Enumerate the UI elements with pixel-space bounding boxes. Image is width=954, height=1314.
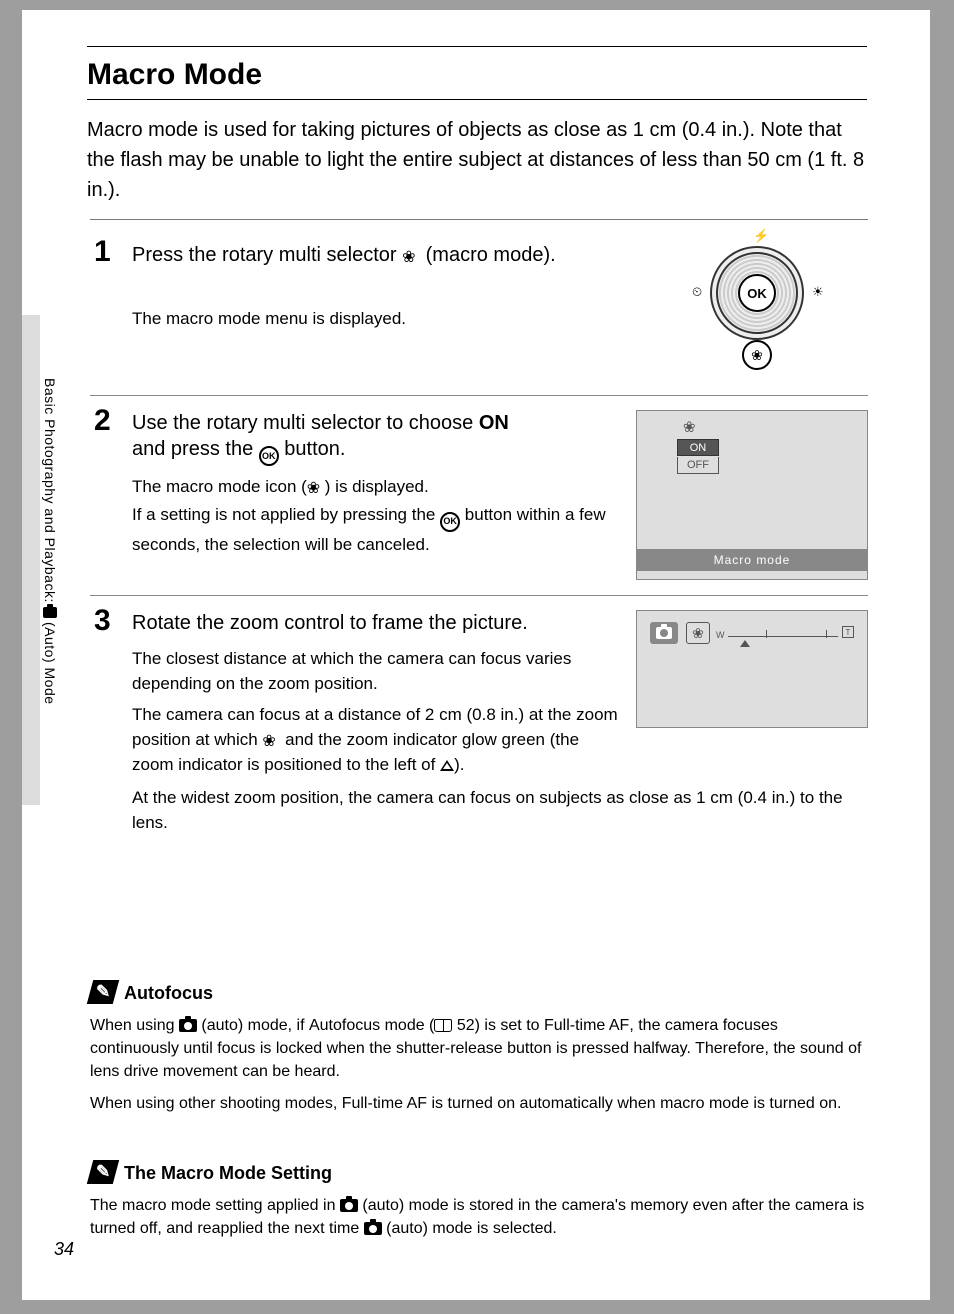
note-icon	[87, 1160, 119, 1184]
flash-icon: ⚡	[753, 228, 769, 244]
text-bold: Full-time AF	[544, 1017, 629, 1034]
step-number-2: 2	[94, 404, 111, 438]
text: The macro mode icon (	[132, 477, 307, 496]
exposure-icon: ☀	[812, 284, 824, 300]
text: 52) is set to	[452, 1017, 544, 1034]
text: The macro mode setting applied in	[90, 1197, 340, 1214]
camera-icon	[179, 1019, 197, 1032]
text: (macro mode).	[420, 244, 556, 266]
text: ) is displayed.	[325, 477, 429, 496]
note-autofocus-p2: When using other shooting modes, Full-ti…	[90, 1092, 870, 1115]
camera-mode-badge	[650, 622, 678, 644]
zoom-tick	[766, 630, 767, 638]
ok-icon: OK	[259, 446, 279, 466]
page-title: Macro Mode	[87, 58, 262, 92]
text-bold: ON	[479, 412, 509, 434]
macro-icon	[307, 479, 325, 495]
note-autofocus-p1: When using (auto) mode, if Autofocus mod…	[90, 1014, 870, 1083]
step-3-body-2: The camera can focus at a distance of 2 …	[132, 702, 622, 777]
status-bar: ❀ W T	[642, 616, 862, 642]
text: When using other shooting modes,	[90, 1095, 342, 1112]
text: (	[425, 1017, 435, 1034]
text: If a setting is not applied by pressing …	[132, 505, 440, 524]
step-3-heading: Rotate the zoom control to frame the pic…	[132, 610, 632, 636]
step-number-3: 3	[94, 604, 111, 638]
rule	[90, 219, 868, 220]
rule	[90, 595, 868, 596]
lcd-screen-mock-3: ❀ W T	[636, 610, 868, 728]
screen-footer: Macro mode	[637, 549, 867, 571]
text: (auto) mode, if	[197, 1017, 309, 1034]
zoom-tele-label: T	[842, 626, 854, 638]
text: The Macro Mode Setting	[124, 1163, 332, 1183]
zoom-wide-label: W	[716, 630, 725, 640]
text: When using	[90, 1017, 179, 1034]
page-ref-icon	[434, 1019, 452, 1032]
zoom-line	[728, 636, 838, 637]
step-3-body-1: The closest distance at which the camera…	[132, 646, 622, 696]
side-tab: Basic Photography and Playback: (Auto) M…	[40, 378, 60, 788]
camera-icon	[43, 607, 57, 618]
triangle-icon	[440, 760, 454, 771]
rule	[87, 46, 867, 47]
macro-badge: ❀	[686, 622, 710, 644]
step-3-body-3: At the widest zoom position, the camera …	[132, 785, 870, 835]
side-tab-bg	[22, 315, 40, 805]
step-number-1: 1	[94, 235, 111, 269]
note-autofocus-heading: Autofocus	[90, 980, 213, 1004]
step-2-body-2: If a setting is not applied by pressing …	[132, 502, 632, 557]
macro-icon	[262, 732, 280, 748]
text: and press the	[132, 438, 259, 460]
rule	[87, 99, 867, 100]
option-off: OFF	[677, 457, 719, 474]
macro-icon	[402, 248, 420, 264]
rule	[90, 395, 868, 396]
note-icon	[87, 980, 119, 1004]
text: is turned on automatically when macro mo…	[427, 1095, 841, 1112]
option-on: ON	[677, 439, 719, 456]
step-1-body: The macro mode menu is displayed.	[132, 306, 632, 331]
text: Press the rotary multi selector	[132, 244, 402, 266]
ok-button-icon: OK	[738, 274, 776, 312]
side-text-1: Basic Photography and Playback:	[42, 378, 58, 603]
text: button.	[279, 438, 346, 460]
text-bold: Autofocus mode	[309, 1017, 425, 1034]
text: Autofocus	[124, 983, 213, 1003]
camera-icon	[340, 1199, 358, 1212]
note-macro-setting-p1: The macro mode setting applied in (auto)…	[90, 1194, 870, 1240]
macro-icon: ❀	[683, 418, 696, 436]
step-2-body-1: The macro mode icon ( ) is displayed.	[132, 474, 632, 499]
text: Use the rotary multi selector to choose	[132, 412, 479, 434]
camera-icon	[364, 1222, 382, 1235]
page: Macro Mode Macro mode is used for taking…	[22, 10, 930, 1300]
side-text-2: (Auto) Mode	[42, 622, 58, 705]
note-macro-setting-heading: The Macro Mode Setting	[90, 1160, 332, 1184]
page-number: 34	[54, 1239, 74, 1260]
text: (auto) mode is selected.	[382, 1220, 557, 1237]
macro-icon: ❀	[742, 340, 772, 370]
rotary-selector-diagram: OK ⚡ ⏲ ☀ ❀	[672, 228, 842, 378]
timer-icon: ⏲	[692, 284, 702, 300]
lcd-screen-mock-2: ❀ ON OFF Macro mode	[636, 410, 868, 580]
ok-icon: OK	[440, 512, 460, 532]
text: ).	[454, 755, 464, 774]
step-1-heading: Press the rotary multi selector (macro m…	[132, 242, 592, 268]
intro-text: Macro mode is used for taking pictures o…	[87, 115, 867, 205]
text-bold: Full-time AF	[342, 1095, 427, 1112]
step-2-heading: Use the rotary multi selector to choose …	[132, 410, 622, 466]
camera-icon	[656, 627, 672, 639]
zoom-position-marker	[740, 640, 750, 647]
zoom-tick	[826, 630, 827, 638]
zoom-indicator: W T	[716, 626, 854, 642]
